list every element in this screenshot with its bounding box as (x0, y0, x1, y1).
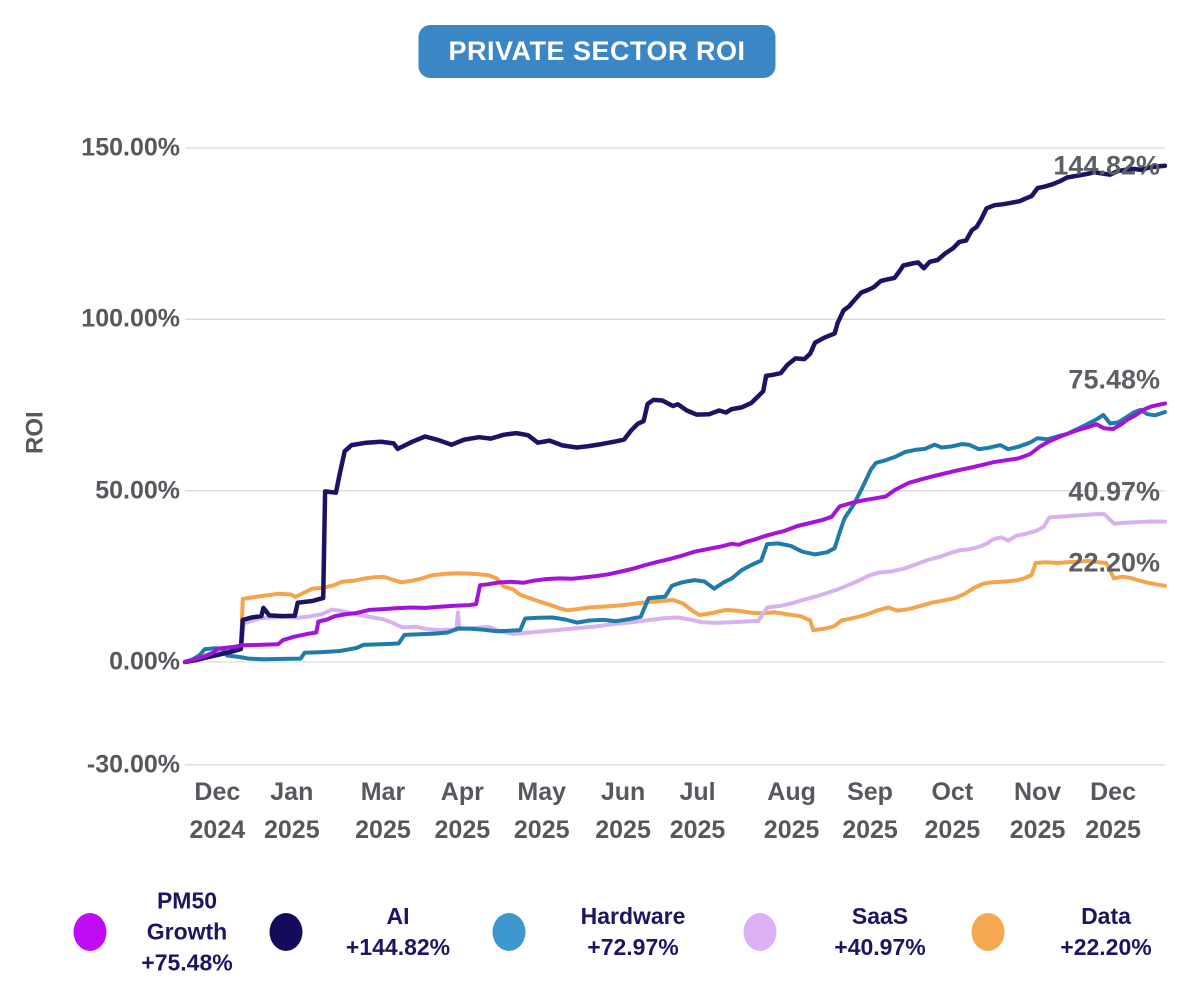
x-tick-month: Apr (440, 778, 484, 806)
x-tick-year: 2024 (189, 816, 246, 844)
x-tick-month: Jan (270, 778, 314, 806)
legend-dot-data[interactable] (971, 913, 1005, 951)
x-tick-year: 2025 (434, 816, 491, 844)
x-tick-month: Aug (767, 778, 816, 806)
legend-label-line: +75.48% (141, 949, 233, 976)
x-tick-label: Oct 2025 (925, 773, 981, 849)
legend-label-line: +40.97% (834, 934, 926, 960)
series-line-hardware (183, 407, 1167, 664)
legend-label-data[interactable]: Data +22.20% (1060, 901, 1151, 963)
x-tick-label: Jan 2025 (264, 773, 320, 849)
legend-label-line: +72.97% (587, 934, 679, 960)
legend-label-line: SaaS (851, 903, 909, 929)
legend-label-hardware[interactable]: Hardware +72.97% (581, 901, 686, 963)
x-tick-label: Nov 2025 (1010, 773, 1066, 849)
end-label-144.82%: 144.82% (1053, 150, 1160, 181)
chart-title: PRIVATE SECTOR ROI (448, 36, 746, 66)
x-tick-month: Sep (847, 778, 893, 806)
x-tick-label: Apr 2025 (435, 773, 491, 849)
gridlines (185, 147, 1165, 766)
legend-label-ai[interactable]: AI +144.82% (346, 901, 450, 963)
x-tick-month: Jul (679, 778, 716, 806)
chart-title-pill: PRIVATE SECTOR ROI (418, 25, 776, 78)
y-tick-label: 150.00% (81, 133, 180, 162)
y-tick-label: 0.00% (109, 647, 180, 676)
series-lines (182, 163, 1168, 665)
legend-dot-hardware[interactable] (492, 913, 526, 951)
legend-label-line: Data (1081, 903, 1131, 929)
legend-label-line: Hardware (580, 903, 686, 929)
end-label-22.20%: 22.20% (1068, 547, 1160, 578)
x-tick-month: Nov (1013, 778, 1062, 806)
x-tick-year: 2025 (355, 816, 411, 844)
x-tick-year: 2025 (669, 816, 726, 844)
y-tick-label: -30.00% (86, 750, 180, 779)
x-tick-year: 2025 (513, 816, 570, 844)
series-line-saas (183, 512, 1167, 664)
x-tick-label: Jul 2025 (670, 773, 726, 849)
y-axis-title: ROI (21, 411, 49, 454)
legend-dot-ai[interactable] (269, 913, 303, 951)
x-tick-label: Mar 2025 (355, 773, 411, 849)
x-tick-label: Aug 2025 (764, 773, 820, 849)
x-tick-month: Jun (600, 778, 646, 806)
x-tick-year: 2025 (595, 816, 651, 844)
x-tick-year: 2025 (264, 816, 320, 844)
legend-label-line: PM50 (156, 887, 218, 914)
x-tick-month: Mar (360, 778, 406, 806)
series-line-pm50-growth (183, 401, 1167, 664)
x-tick-month: May (517, 778, 567, 806)
legend-label-line: AI (386, 903, 410, 929)
x-tick-year: 2025 (924, 816, 981, 844)
x-tick-year: 2025 (842, 816, 898, 844)
legend-label-line: Growth (146, 918, 228, 945)
legend-dot-saas[interactable] (743, 913, 777, 951)
y-tick-label: 100.00% (81, 304, 180, 333)
x-tick-label: Dec 2025 (1085, 773, 1141, 849)
x-tick-year: 2025 (763, 816, 820, 844)
legend-label-pm50-growth[interactable]: PM50 Growth +75.48% (141, 886, 232, 979)
legend-label-line: +22.20% (1060, 934, 1152, 960)
series-line-ai (182, 163, 1168, 665)
x-tick-month: Dec (1090, 778, 1136, 806)
x-tick-year: 2025 (1085, 816, 1141, 844)
x-tick-month: Oct (931, 778, 974, 806)
legend-label-saas[interactable]: SaaS +40.97% (834, 901, 925, 963)
end-label-75.48%: 75.48% (1068, 364, 1160, 395)
y-tick-label: 50.00% (95, 476, 180, 505)
series-line-data (183, 558, 1167, 664)
legend-label-line: +144.82% (345, 934, 451, 960)
x-tick-month: Dec (194, 778, 241, 806)
x-tick-label: Sep 2025 (842, 773, 898, 849)
legend-dot-pm50-growth[interactable] (73, 913, 107, 951)
x-tick-label: Dec 2024 (190, 773, 246, 849)
x-tick-year: 2025 (1009, 816, 1066, 844)
x-tick-label: May 2025 (514, 773, 570, 849)
x-tick-label: Jun 2025 (595, 773, 651, 849)
end-label-40.97%: 40.97% (1068, 476, 1160, 507)
